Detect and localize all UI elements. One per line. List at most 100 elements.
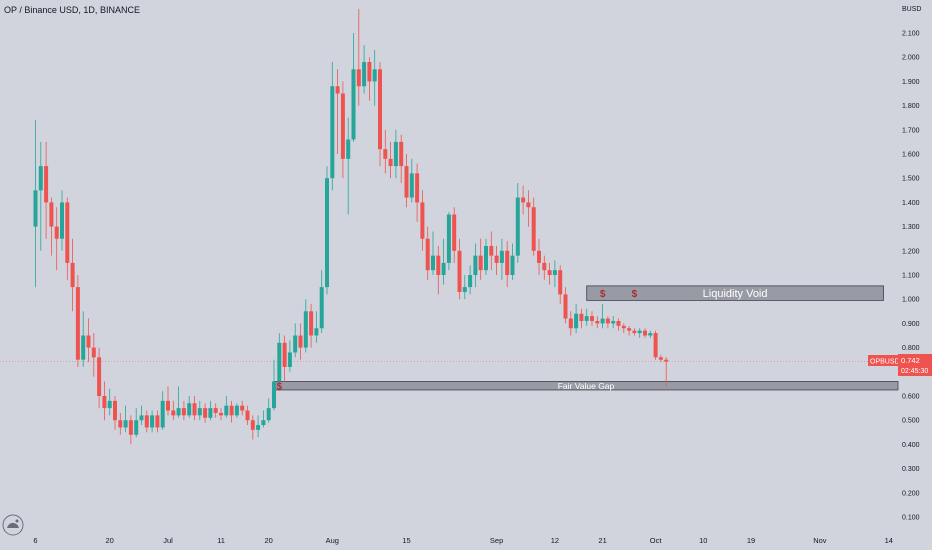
candle-body bbox=[542, 262, 547, 271]
candle-body bbox=[123, 420, 128, 428]
candle-body bbox=[65, 202, 70, 263]
candle-body bbox=[224, 405, 229, 416]
candle-body bbox=[658, 357, 663, 360]
time-tick-label: 11 bbox=[217, 536, 225, 545]
markers-layer: $ $ $ bbox=[277, 289, 638, 392]
candle-body bbox=[484, 245, 488, 271]
candle-body bbox=[166, 400, 170, 411]
candle-body bbox=[102, 396, 107, 409]
candle-body bbox=[256, 425, 261, 430]
candle-body bbox=[489, 245, 494, 256]
candle-body bbox=[203, 408, 208, 418]
candle-body bbox=[611, 320, 616, 324]
price-tick-label: 0.400 bbox=[902, 442, 920, 449]
currency-label: BUSD bbox=[902, 6, 921, 13]
candle-body bbox=[346, 139, 351, 159]
candle-body bbox=[335, 86, 340, 94]
candle-body bbox=[38, 166, 43, 191]
candle-body bbox=[54, 226, 59, 239]
price-tick-label: 1.200 bbox=[902, 248, 920, 255]
candle-body bbox=[97, 357, 102, 396]
candle-body bbox=[473, 255, 478, 275]
exchange-name: BINANCE bbox=[99, 5, 140, 15]
price-badge-symbol: OPBUSD bbox=[870, 359, 900, 366]
price-tick-label: 1.000 bbox=[902, 297, 920, 304]
candle-body bbox=[521, 197, 526, 203]
price-tick-label: 1.400 bbox=[902, 200, 920, 207]
candle-body bbox=[552, 270, 557, 275]
dollar-marker: $ bbox=[632, 289, 638, 300]
tradingview-logo-icon[interactable] bbox=[2, 514, 24, 536]
candle-body bbox=[415, 173, 420, 203]
candle-body bbox=[171, 410, 176, 416]
interval-label[interactable]: 1D bbox=[83, 5, 95, 15]
candle-body bbox=[632, 330, 637, 334]
candle-body bbox=[441, 262, 446, 275]
time-tick-label: 20 bbox=[265, 536, 273, 545]
time-tick-label: 19 bbox=[747, 536, 755, 545]
price-badge: OPBUSD 0.742 02:45:30 bbox=[868, 354, 932, 376]
candle-body bbox=[287, 352, 292, 367]
price-tick-label: 0.500 bbox=[902, 418, 920, 425]
candle-body bbox=[272, 381, 276, 409]
time-tick-label: 15 bbox=[402, 536, 410, 545]
time-axis[interactable]: 620Jul1120Aug15Sep1221Oct1019Nov14Dec bbox=[33, 536, 932, 545]
candle-body bbox=[457, 250, 462, 292]
candle-body bbox=[621, 325, 626, 329]
candle-body bbox=[250, 420, 255, 430]
candle-body bbox=[219, 412, 223, 416]
candle-body bbox=[420, 202, 425, 239]
candle-body bbox=[367, 62, 372, 82]
candle-body bbox=[579, 313, 584, 321]
time-tick-label: Sep bbox=[490, 536, 503, 545]
symbol-name: OP bbox=[4, 5, 17, 15]
candle-body bbox=[160, 400, 165, 428]
candle-body bbox=[664, 359, 669, 362]
time-tick-label: Aug bbox=[326, 536, 339, 545]
candle-body bbox=[309, 311, 314, 336]
candle-body bbox=[144, 415, 149, 428]
price-badge-value: 0.742 bbox=[901, 356, 920, 365]
candle-body bbox=[33, 190, 38, 227]
candle-body bbox=[605, 318, 610, 324]
candle-body bbox=[330, 86, 335, 179]
candle-body bbox=[319, 287, 324, 329]
price-tick-label: 1.700 bbox=[902, 127, 920, 134]
candle-body bbox=[584, 316, 589, 321]
candle-body bbox=[547, 270, 552, 275]
candle-body bbox=[590, 316, 594, 321]
candle-body bbox=[139, 415, 144, 421]
time-tick-label: Jul bbox=[163, 536, 173, 545]
time-tick-label: 20 bbox=[106, 536, 114, 545]
candle-body bbox=[208, 408, 213, 418]
time-tick-label: Nov bbox=[813, 536, 827, 545]
candle-body bbox=[653, 333, 658, 358]
candle-body bbox=[234, 405, 239, 416]
candle-body bbox=[192, 403, 197, 416]
candle-body bbox=[378, 69, 382, 150]
time-tick-label: 14 bbox=[885, 536, 893, 545]
candle-body bbox=[383, 149, 388, 159]
dollar-marker: $ bbox=[600, 289, 606, 300]
candle-body bbox=[558, 270, 563, 295]
candle-body bbox=[494, 255, 499, 263]
candle-body bbox=[197, 408, 202, 416]
price-axis[interactable]: 0.1000.2000.3000.4000.5000.6000.7000.800… bbox=[902, 31, 920, 522]
candle-body bbox=[600, 318, 605, 324]
candle-body bbox=[325, 178, 329, 288]
candle-body bbox=[574, 313, 579, 329]
price-tick-label: 0.900 bbox=[902, 321, 920, 328]
candle-body bbox=[356, 69, 361, 87]
candle-body bbox=[298, 335, 303, 348]
price-tick-label: 0.200 bbox=[902, 490, 920, 497]
candle-body bbox=[155, 415, 160, 428]
candle-body bbox=[245, 410, 250, 421]
candle-body bbox=[616, 320, 621, 326]
candle-body bbox=[229, 405, 234, 416]
candle-body bbox=[113, 400, 117, 421]
candle-body bbox=[86, 335, 91, 348]
candle-body bbox=[134, 420, 139, 435]
candle-body bbox=[388, 158, 393, 167]
candle-body bbox=[452, 214, 457, 251]
